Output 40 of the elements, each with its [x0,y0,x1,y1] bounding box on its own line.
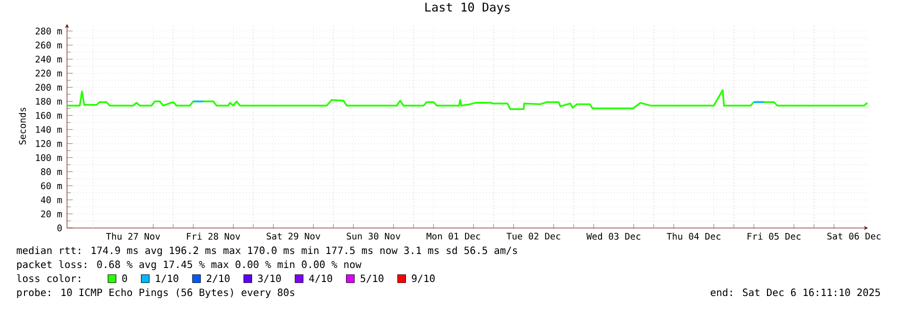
text: median rtt: 174.9 ms avg 196.2 ms max 170.0 ms min 177.5 ms now 3.1 ms sd 56.5 am/s [16,246,517,256]
text: packet loss: 0.68 % avg 17.45 % max 0.00 % min 0.00 % now [17,260,362,270]
y-tick-label: 260 m [36,42,62,49]
y-tick-label: 0 [57,224,62,232]
legend-label: 4/10 [309,274,332,283]
x-tick-label: Sun 30 Nov [346,232,400,240]
legend-label: 5/10 [360,274,384,283]
y-tick-label: 60 m [41,182,62,190]
x-tick-label: Wed 03 Dec [586,232,640,240]
chart-title: Last 10 Days [425,2,510,14]
legend-label: 2/10 [206,274,230,283]
y-axis-title: Seconds [18,108,26,144]
text: end: Sat Dec 6 16:11:10 2025 [710,288,880,296]
y-tick-label: 160 m [36,112,62,119]
x-tick-label: Sat 06 Dec [827,232,881,240]
text: probe: 10 ICMP Echo Pings (56 Bytes) every 80s [17,288,294,298]
y-tick-label: 100 m [36,154,62,162]
y-tick-label: 180 m [36,98,62,105]
y-tick-label: 120 m [36,140,62,148]
x-tick-label: Thu 04 Dec [666,232,720,240]
y-tick-label: 80 m [41,168,62,176]
legend-label: 1/10 [156,274,178,283]
y-tick-label: 40 m [40,196,62,204]
y-tick-label: 280 m [36,28,62,34]
legend-title: loss color: [17,274,80,282]
legend-label: 0 [122,274,127,282]
y-tick-label: 240 m [36,56,62,63]
x-tick-label: Fri 05 Dec [748,232,800,240]
x-tick-label: Thu 27 Nov [106,232,160,240]
legend-label: 9/10 [412,274,435,283]
legend-label: 3/10 [258,274,281,283]
y-tick-label: 200 m [36,84,62,91]
y-tick-label: 140 m [36,126,62,133]
x-tick-label: Mon 01 Dec [426,232,480,240]
line-series [67,89,868,110]
x-tick-label: Fri 28 Nov [186,232,240,240]
x-tick-label: Sat 29 Nov [266,232,320,240]
y-tick-label: 220 m [36,70,62,77]
x-tick-label: Tue 02 Dec [506,232,560,240]
y-tick-label: 20 m [41,210,62,218]
